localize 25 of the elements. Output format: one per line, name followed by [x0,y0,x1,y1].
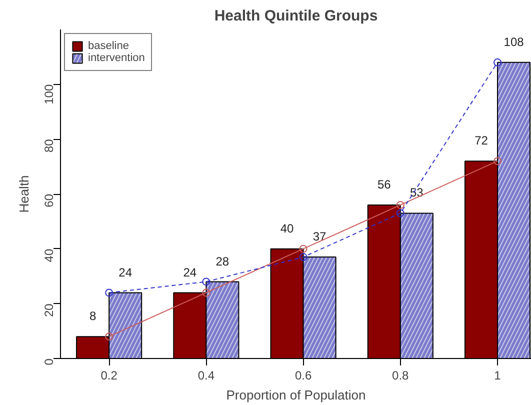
legend-label: baseline [88,40,129,52]
x-axis-title: Proportion of Population [226,388,366,402]
x-tick-label: 0.6 [294,368,312,382]
y-tick-label: 100 [42,84,56,104]
x-tick-label: 1 [494,368,502,382]
chart-title: Health Quintile Groups [214,8,378,24]
data-label: 72 [474,134,488,148]
data-label: 40 [280,221,294,236]
x-tick-label: 0.4 [198,368,215,382]
data-label: 37 [312,230,327,244]
data-label: 24 [183,265,197,280]
y-tick-label: 60 [42,194,56,208]
data-label: 56 [377,178,392,192]
y-tick-label: 0 [42,358,56,366]
y-axis-title: Health [16,175,32,213]
x-tick-label: 0.2 [100,368,118,382]
data-label: 24 [118,265,132,280]
y-tick-label: 20 [42,303,56,318]
data-label: 8 [89,309,96,324]
data-label: 28 [216,254,230,268]
x-tick-label: 0.8 [392,368,410,382]
y-tick-label: 40 [42,248,56,262]
legend-label: intervention [88,52,145,64]
y-tick-label: 80 [42,138,56,153]
data-label: 108 [504,34,524,49]
